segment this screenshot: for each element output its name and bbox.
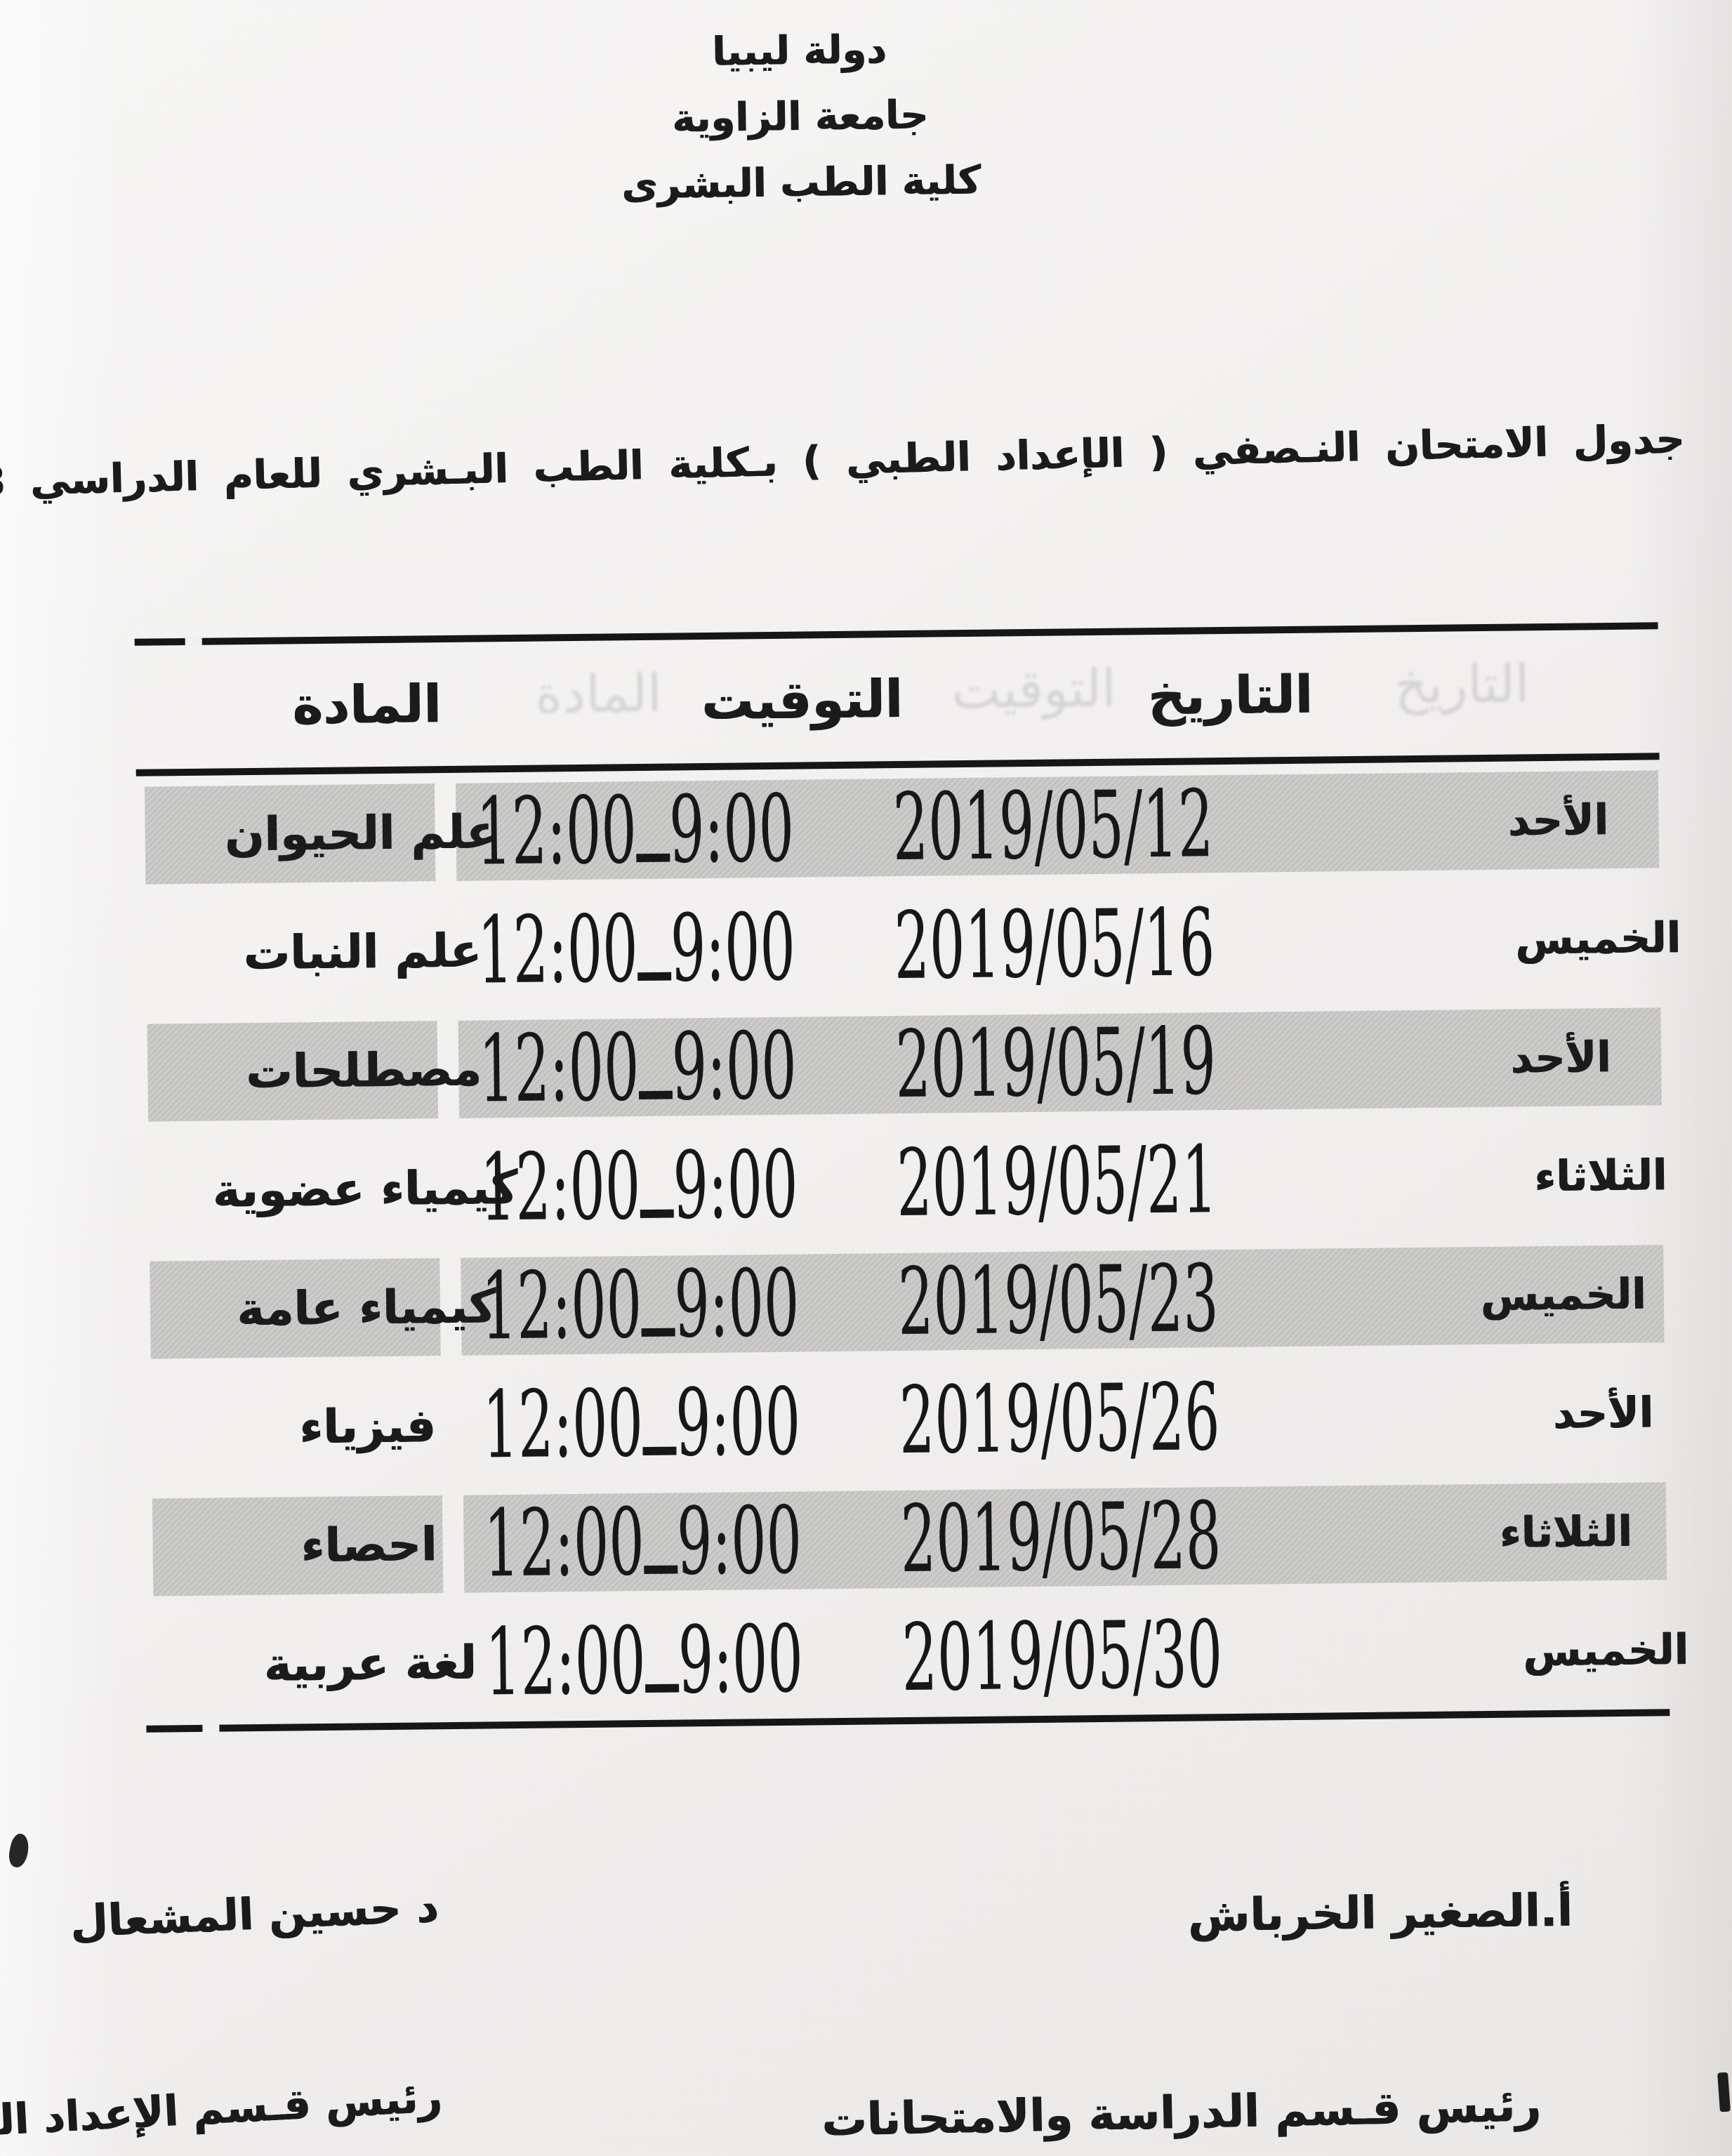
cell-time: 9:00ــ12:00 <box>477 893 796 1005</box>
cell-day: الأحد <box>1552 1387 1654 1439</box>
cell-day: الأحد <box>1510 1032 1612 1083</box>
cell-time: 9:00ــ12:00 <box>480 1130 799 1243</box>
cell-date: 2019/05/28 <box>899 1481 1222 1594</box>
scan-line-gap <box>185 635 202 647</box>
cell-time: 9:00ــ12:00 <box>475 774 795 887</box>
table-row: كيمياء عامة 9:00ــ12:00 2019/05/23 الخمي… <box>141 1234 1666 1369</box>
table-row: علم الحيوان 9:00ــ12:00 2019/05/12 الأحد <box>136 760 1661 894</box>
letterhead: دولة ليبيا جامعة الزاوية كلية الطب البشر… <box>616 15 984 218</box>
cell-day: الثلاثاء <box>1534 1150 1667 1201</box>
cell-date: 2019/05/19 <box>894 1007 1217 1119</box>
exam-schedule-table: المادة التوقيت التاريخ المادة التوقيت ال… <box>134 622 1689 1733</box>
cell-date: 2019/05/30 <box>901 1600 1223 1712</box>
cell-day: الأحد <box>1507 795 1609 846</box>
table-header-row: المادة التوقيت التاريخ المادة التوقيت ال… <box>134 622 1660 776</box>
cell-date: 2019/05/26 <box>898 1363 1220 1475</box>
table-row: احصاء 9:00ــ12:00 2019/05/28 الثلاثاء <box>144 1471 1669 1606</box>
letterhead-country: دولة ليبيا <box>711 27 887 75</box>
header-subject-ghost: المادة <box>534 663 663 725</box>
header-date-ghost: التاريخ <box>1394 654 1530 716</box>
cell-date: 2019/05/12 <box>892 769 1214 882</box>
table-row: لغة عربية 9:00ــ12:00 2019/05/30 الخميس <box>145 1590 1689 1725</box>
table-row: كيمياء عضوية 9:00ــ12:00 2019/05/21 الثل… <box>140 1116 1667 1250</box>
cell-date: 2019/05/23 <box>897 1244 1219 1356</box>
cell-day: الخميس <box>1515 913 1681 965</box>
letterhead-faculty: كلية الطب البشرى <box>621 157 981 209</box>
signature-name-left: د حسين المشعال <box>69 1880 440 1947</box>
cell-time: 9:00ــ12:00 <box>478 1012 798 1124</box>
cell-day: الخميس <box>1523 1625 1689 1676</box>
cell-time: 9:00ــ12:00 <box>484 1605 804 1717</box>
cell-time: 9:00ــ12:00 <box>480 1249 800 1361</box>
scan-blemish <box>1717 2072 1731 2112</box>
scan-blemish <box>6 1832 32 1870</box>
cell-time: 9:00ــ12:00 <box>483 1486 802 1598</box>
cell-time: 9:00ــ12:00 <box>482 1368 801 1479</box>
letterhead-university: جامعة الزاوية <box>671 92 930 142</box>
cell-day: الخميس <box>1480 1269 1647 1321</box>
cell-date: 2019/05/16 <box>893 888 1215 1000</box>
header-time-ghost: التوقيت <box>951 658 1116 721</box>
cell-day: الثلاثاء <box>1499 1507 1633 1558</box>
document-title: جدول الامتحان النـصفي ( الإعداد الطبي ) … <box>0 416 1686 511</box>
table-row: علم النبات 9:00ــ12:00 2019/05/16 الخميس <box>138 878 1681 1013</box>
signature-title-right: رئيس قـسم الدراسة والامتحانات <box>821 2079 1542 2147</box>
signature-name-right: أ.الصغير الخرباش <box>1187 1884 1573 1943</box>
table-row: مصطلحات 9:00ــ12:00 2019/05/19 الأحد <box>138 997 1663 1132</box>
table-row: فيزياء 9:00ــ12:00 2019/05/26 الأحد <box>143 1353 1667 1488</box>
signature-title-left: رئيس قـسم الإعداد الطبي <box>0 2072 444 2150</box>
cell-date: 2019/05/21 <box>896 1125 1218 1238</box>
scan-line-gap <box>202 1723 220 1733</box>
